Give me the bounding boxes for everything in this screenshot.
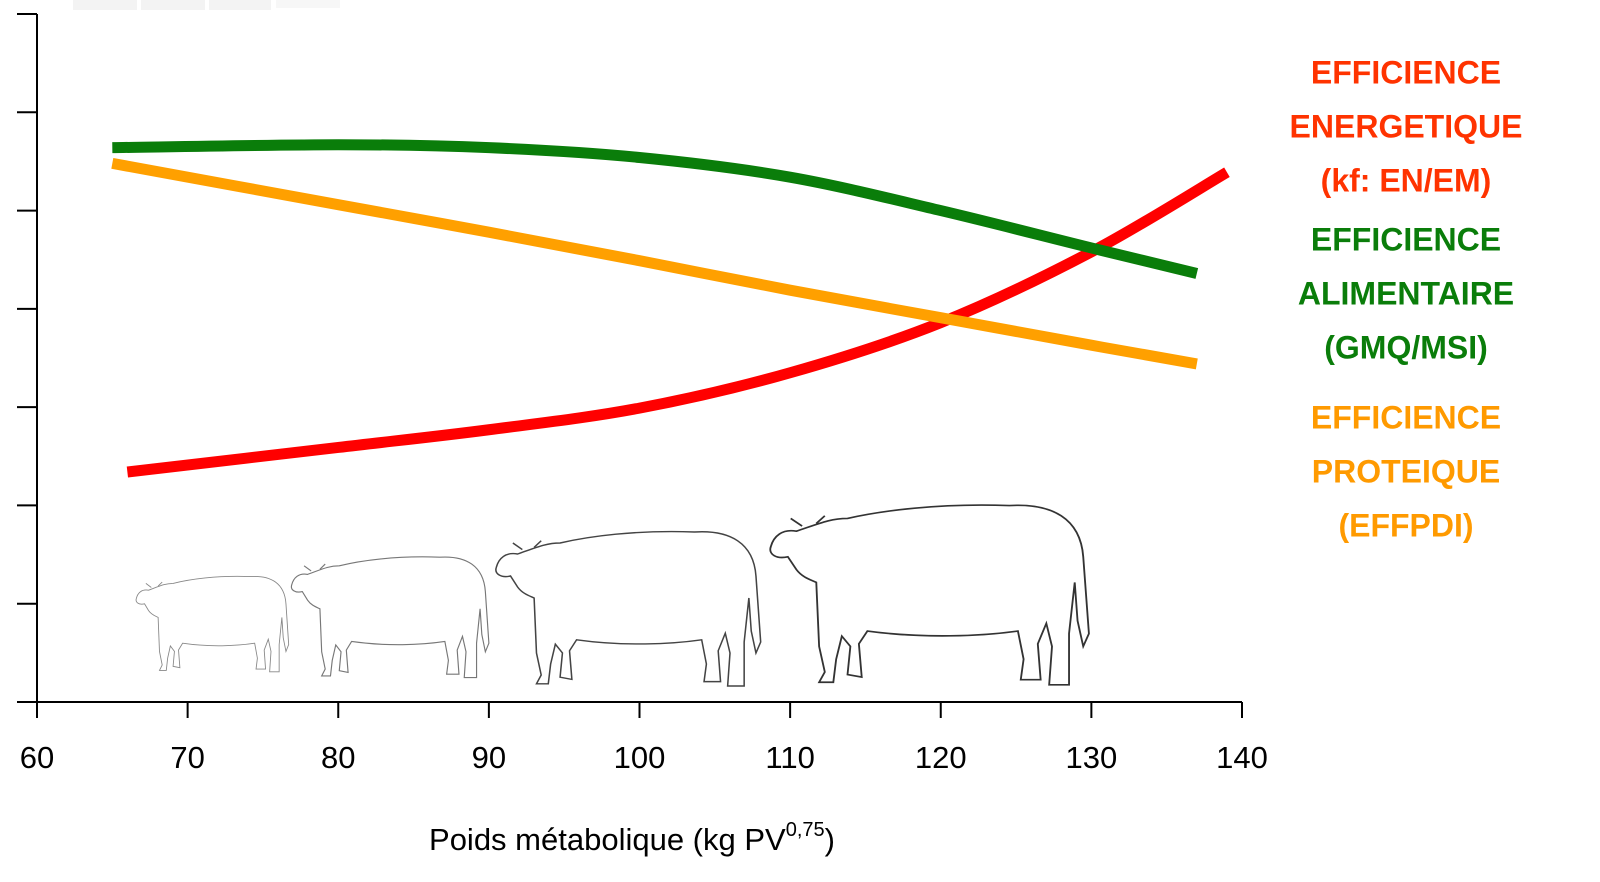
legend-label: EFFICIENCE (1311, 399, 1501, 435)
cow-illustration (495, 530, 762, 687)
x-tick-label: 110 (765, 740, 814, 775)
series-line (112, 139, 1199, 279)
legend-label: EFFICIENCE (1311, 54, 1501, 90)
x-axis-label: Poids métabolique (kg PV0,75) (429, 819, 835, 857)
x-tick-label: 90 (472, 740, 506, 775)
legend-label: (kf: EN/EM) (1321, 162, 1492, 198)
x-axis-label-part: ) (825, 822, 835, 857)
top-decoration (73, 0, 340, 10)
series-line (111, 157, 1198, 370)
cow-illustration (135, 575, 290, 673)
x-axis-label-part: Poids métabolique (kg PV (429, 822, 786, 857)
cow-illustration (769, 504, 1090, 686)
x-tick-label: 140 (1216, 740, 1268, 775)
legend-label: (EFFPDI) (1338, 507, 1473, 543)
x-tick-label: 130 (1066, 740, 1118, 775)
x-tick-label: 80 (321, 740, 355, 775)
x-tick-label: 120 (915, 740, 967, 775)
x-tick-label: 60 (20, 740, 54, 775)
x-axis-label-part: 0,75 (786, 819, 825, 841)
x-tick-label: 100 (614, 740, 666, 775)
legend-label: EFFICIENCE (1311, 221, 1501, 257)
legend-label: ENERGETIQUE (1290, 108, 1523, 144)
cow-illustration (290, 556, 490, 679)
legend-label: PROTEIQUE (1312, 453, 1500, 489)
x-tick-label: 70 (170, 740, 204, 775)
series-line (126, 167, 1230, 478)
legend-label: (GMQ/MSI) (1324, 329, 1488, 365)
legend-label: ALIMENTAIRE (1298, 275, 1514, 311)
